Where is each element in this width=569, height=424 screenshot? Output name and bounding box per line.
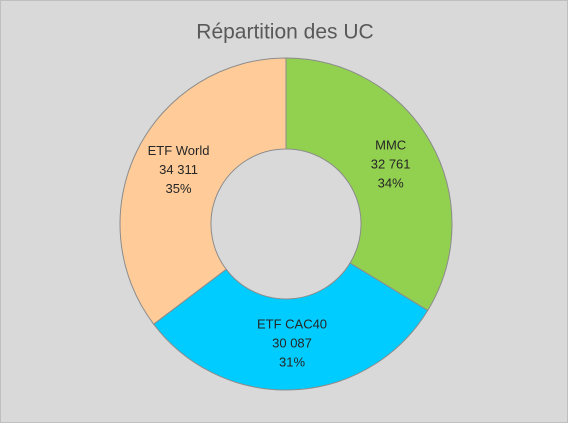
category-label: ETF CAC40 xyxy=(257,316,327,331)
labels: MMC 32 761 34% ETF CAC40 30 087 31% ETF World 3… xyxy=(148,138,411,370)
chart-title: Répartition des UC xyxy=(196,21,373,44)
percent-label: 31% xyxy=(279,354,305,369)
value-label: 30 087 xyxy=(272,335,312,350)
percent-label: 35% xyxy=(166,181,192,196)
value-label: 34 311 xyxy=(159,162,198,177)
donut xyxy=(119,57,453,391)
percent-label: 34% xyxy=(378,176,404,191)
value-label: 32 761 xyxy=(371,157,411,172)
donut-slice xyxy=(152,262,429,391)
donut-slice xyxy=(285,57,453,312)
donut-slice xyxy=(119,57,287,325)
category-label: ETF World xyxy=(148,143,210,158)
category-label: MMC xyxy=(375,138,406,153)
